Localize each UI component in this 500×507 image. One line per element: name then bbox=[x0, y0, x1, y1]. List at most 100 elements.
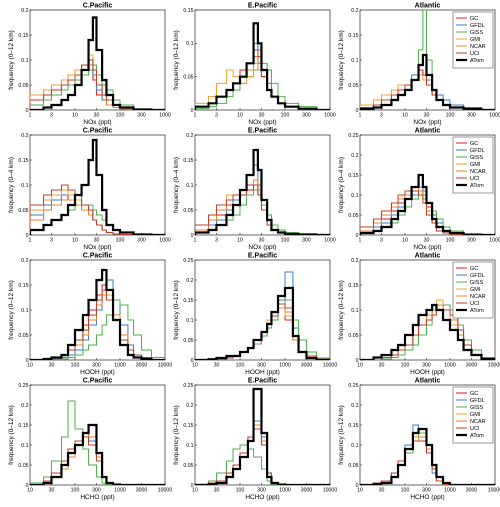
y-axis-label: frequency (0–12 km) bbox=[173, 405, 180, 465]
x-tick-label: 1000 bbox=[489, 238, 500, 244]
y-tick-label: 0.05 bbox=[348, 213, 358, 219]
legend-label-gc: GC bbox=[470, 141, 478, 147]
series-line-uci bbox=[195, 428, 330, 485]
series-group bbox=[195, 387, 330, 485]
y-tick-label: 0 bbox=[26, 108, 29, 114]
x-axis-label: HOOH (ppt) bbox=[410, 369, 445, 376]
x-tick-label: 100 bbox=[116, 238, 125, 244]
x-tick-label: 100 bbox=[236, 488, 245, 494]
legend-label-gc: GC bbox=[470, 266, 478, 272]
series-line-atom bbox=[195, 387, 330, 485]
legend-label-giss: GISS bbox=[470, 405, 483, 411]
y-tick-label: 0.1 bbox=[186, 183, 193, 189]
y-tick-label: 0.2 bbox=[21, 403, 28, 409]
series-line-atom bbox=[360, 173, 495, 235]
panel-title: Atlantic bbox=[415, 128, 441, 135]
y-tick-label: 0 bbox=[191, 233, 194, 239]
legend-box bbox=[452, 136, 494, 194]
y-tick-label: 0.15 bbox=[18, 158, 28, 164]
legend-box bbox=[452, 386, 494, 444]
x-tick-label: 1000 bbox=[444, 488, 456, 494]
x-tick-label: 300 bbox=[257, 488, 266, 494]
y-tick-label: 0.1 bbox=[351, 443, 358, 449]
legend-label-gfdl: GFDL bbox=[470, 398, 485, 404]
series-line-atom bbox=[195, 148, 330, 235]
series-group bbox=[360, 299, 495, 360]
panel-8: E.Pacific 10 30 100 300 1000 3000 10000 0 0.05 0.1… bbox=[173, 253, 337, 377]
x-tick-label: 10 bbox=[402, 113, 408, 119]
panel-4: C.Pacific 1 3 10 30 100 300 1000 0 0.05 0.1 0.15 0.2… bbox=[8, 128, 171, 252]
series-line-uci bbox=[30, 436, 165, 485]
panel-5: E.Pacific 1 3 10 30 100 300 1000 0 0.05 0.1 0.15 0.2… bbox=[173, 128, 336, 252]
y-tick-label: 0.25 bbox=[183, 258, 193, 264]
x-tick-label: 30 bbox=[49, 488, 55, 494]
legend-label-ncar: NCAR bbox=[470, 294, 486, 300]
x-tick-label: 100 bbox=[71, 488, 80, 494]
y-tick-label: 0.2 bbox=[21, 8, 28, 14]
legend-label-ncar: NCAR bbox=[470, 169, 486, 175]
y-tick-label: 0.15 bbox=[183, 8, 193, 14]
x-tick-label: 3 bbox=[50, 238, 53, 244]
x-axis-label: HCHO (ppt) bbox=[410, 494, 444, 501]
legend-label-gmi: GMI bbox=[470, 37, 481, 43]
legend-box bbox=[452, 11, 494, 69]
y-tick-label: 0.2 bbox=[186, 278, 193, 284]
y-axis-label: frequency (0–12 km) bbox=[173, 30, 180, 90]
y-tick-label: 0.2 bbox=[351, 258, 358, 264]
x-tick-label: 30 bbox=[259, 238, 265, 244]
y-tick-label: 0.05 bbox=[348, 83, 358, 89]
y-tick-label: 0.05 bbox=[18, 83, 28, 89]
series-group bbox=[360, 10, 495, 110]
x-tick-label: 1000 bbox=[279, 363, 291, 369]
x-axis-label: NOx (ppt) bbox=[83, 119, 111, 126]
x-tick-label: 300 bbox=[92, 488, 101, 494]
panel-12: Atlantic 10 30 100 300 1000 3000 10000 0 0.05 0.1 0… bbox=[338, 378, 500, 502]
x-tick-label: 30 bbox=[379, 363, 385, 369]
x-axis-label: NOx (ppt) bbox=[413, 119, 441, 126]
legend-label-atom: ATom bbox=[470, 58, 484, 64]
x-tick-label: 3000 bbox=[301, 488, 313, 494]
y-tick-label: 0.15 bbox=[18, 423, 28, 429]
y-tick-label: 0.2 bbox=[351, 153, 358, 159]
series-group bbox=[30, 400, 165, 485]
y-tick-label: 0.1 bbox=[186, 41, 193, 47]
y-tick-label: 0.05 bbox=[183, 338, 193, 344]
y-tick-label: 0.25 bbox=[348, 383, 358, 389]
x-tick-label: 10000 bbox=[488, 363, 500, 369]
x-tick-label: 1000 bbox=[159, 238, 171, 244]
x-tick-label: 300 bbox=[302, 238, 311, 244]
y-axis-label: frequency (0–12 km) bbox=[173, 280, 180, 340]
x-tick-label: 1 bbox=[359, 238, 362, 244]
y-tick-label: 0.1 bbox=[351, 58, 358, 64]
y-tick-label: 0.1 bbox=[186, 318, 193, 324]
x-tick-label: 10000 bbox=[323, 488, 338, 494]
y-tick-label: 0.1 bbox=[21, 183, 28, 189]
y-tick-label: 0.15 bbox=[183, 423, 193, 429]
x-tick-label: 10 bbox=[192, 488, 198, 494]
y-tick-label: 0 bbox=[356, 108, 359, 114]
series-line-atom bbox=[360, 303, 495, 360]
x-tick-label: 3 bbox=[215, 113, 218, 119]
legend-label-gmi: GMI bbox=[470, 287, 481, 293]
panel-title: C.Pacific bbox=[83, 3, 113, 10]
panel-title: E.Pacific bbox=[248, 128, 277, 135]
x-tick-label: 300 bbox=[302, 113, 311, 119]
x-axis-label: NOx (ppt) bbox=[83, 244, 111, 251]
x-tick-label: 10000 bbox=[488, 488, 500, 494]
x-tick-label: 30 bbox=[49, 363, 55, 369]
x-tick-label: 10 bbox=[402, 238, 408, 244]
y-tick-label: 0 bbox=[356, 233, 359, 239]
series-line-giss bbox=[195, 62, 330, 110]
x-tick-label: 1000 bbox=[324, 238, 336, 244]
x-tick-label: 3 bbox=[215, 238, 218, 244]
x-tick-label: 300 bbox=[137, 238, 146, 244]
legend-label-giss: GISS bbox=[470, 30, 483, 36]
series-group bbox=[360, 173, 495, 235]
x-tick-label: 100 bbox=[446, 113, 455, 119]
panel-title: C.Pacific bbox=[83, 253, 113, 260]
panel-title: E.Pacific bbox=[248, 253, 277, 260]
series-line-giss bbox=[30, 299, 165, 360]
x-tick-label: 1000 bbox=[444, 363, 456, 369]
y-tick-label: 0 bbox=[191, 108, 194, 114]
y-tick-label: 0.15 bbox=[18, 283, 28, 289]
